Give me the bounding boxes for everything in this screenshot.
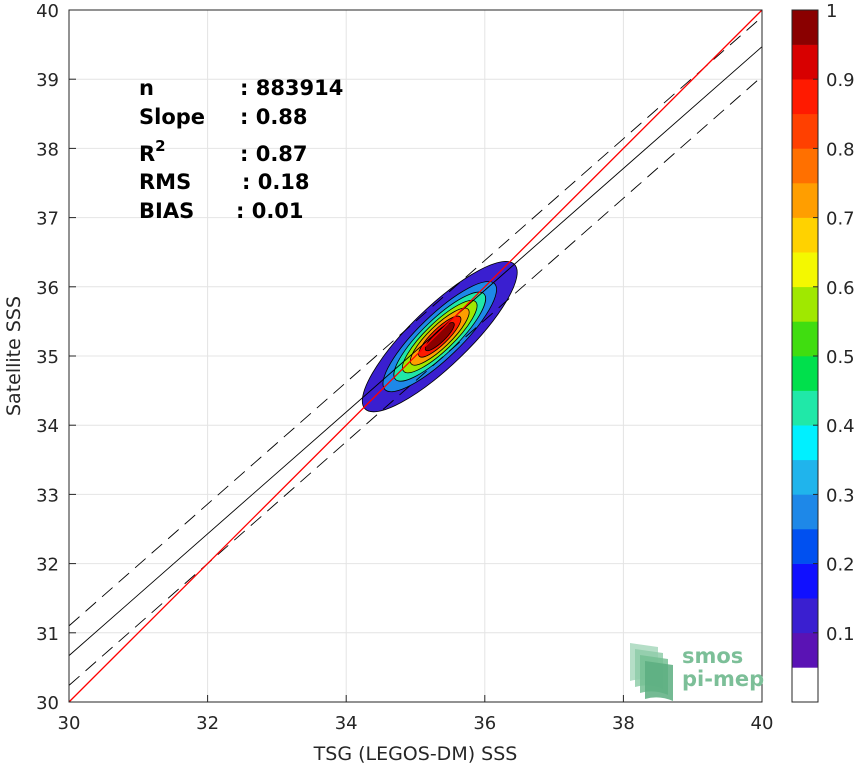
- stats-annotation: n : 883914 Slope : 0.88 R2 : 0.87 RMS : 0.18 BIA…: [139, 76, 343, 223]
- colorbar-tick-label: 0.4: [826, 416, 855, 437]
- colorbar-tick-label: 0.9: [826, 70, 855, 91]
- y-tick-label: 37: [36, 209, 59, 230]
- y-tick-label: 40: [36, 1, 59, 22]
- colorbar-segment: [792, 425, 818, 461]
- colorbar-segment: [792, 321, 818, 357]
- colorbar-tick-label: 0.3: [826, 485, 855, 506]
- logo-text-smos: smos: [682, 644, 743, 668]
- x-tick-label: 38: [612, 713, 635, 734]
- colorbar-tick-label: 0.8: [826, 139, 855, 160]
- y-tick-label: 35: [36, 347, 59, 368]
- colorbar-tick-label: 1: [826, 1, 837, 22]
- logo-wave: [645, 661, 673, 701]
- colorbar-tick-label: 0.7: [826, 209, 855, 230]
- colorbar-segment: [792, 10, 818, 45]
- smos-pimep-logo: smos pi-mep: [630, 643, 764, 701]
- fit-line: [68, 46, 763, 656]
- colorbar-segment: [792, 390, 818, 426]
- one-to-one-line: [68, 9, 763, 703]
- y-tick-label: 38: [36, 139, 59, 160]
- stat-label: Slope: [139, 105, 205, 129]
- y-tick-label: 33: [36, 485, 59, 506]
- stat-superscript: 2: [155, 137, 165, 155]
- colorbar-segment: [792, 563, 818, 599]
- colorbar-segment: [792, 529, 818, 564]
- y-tick-label: 31: [36, 624, 59, 645]
- stat-value: : 0.01: [236, 199, 304, 223]
- colorbar-segment: [792, 113, 818, 149]
- y-tick-label: 34: [36, 416, 59, 437]
- regression-lines: [68, 9, 763, 703]
- x-tick-label: 32: [196, 713, 219, 734]
- colorbar-segment: [792, 148, 818, 184]
- x-axis-label: TSG (LEGOS-DM) SSS: [313, 743, 518, 765]
- y-tick-label: 30: [36, 693, 59, 714]
- colorbar: 0.1 0.2 0.3 0.4 0.5 0.6 0.7 0.8 0.9 1: [791, 1, 855, 703]
- stat-value: : 0.87: [240, 142, 308, 166]
- x-tick-label: 30: [58, 713, 81, 734]
- colorbar-segment: [792, 217, 818, 253]
- colorbar-tick-label: 0.5: [826, 347, 855, 368]
- stat-value: : 0.88: [240, 105, 308, 129]
- y-tick-label: 32: [36, 555, 59, 576]
- colorbar-segment: [792, 79, 818, 115]
- colorbar-segment: [792, 632, 818, 668]
- axis-ticks: 30 32 34 36 38 40 30 31 32 33 34 35 36 37 38 39 40: [36, 1, 773, 734]
- y-axis-label: Satellite SSS: [3, 296, 25, 416]
- y-tick-label: 36: [36, 278, 59, 299]
- colorbar-segment: [792, 598, 818, 634]
- colorbar-tick-label: 0.1: [826, 624, 855, 645]
- logo-text-pimep: pi-mep: [682, 667, 764, 691]
- colorbar-segment: [792, 356, 818, 391]
- logo-mark-icon: [630, 643, 673, 701]
- y-tick-label: 39: [36, 70, 59, 91]
- colorbar-segment: [792, 494, 818, 530]
- colorbar-segment: [792, 286, 818, 322]
- density-contours: [361, 261, 518, 413]
- colorbar-segment: [792, 183, 818, 218]
- colorbar-segment: [792, 44, 818, 80]
- x-tick-label: 34: [335, 713, 358, 734]
- stat-label: BIAS: [139, 199, 194, 223]
- x-tick-label: 40: [751, 713, 774, 734]
- stat-label: n: [139, 76, 154, 100]
- stat-value: : 0.18: [242, 170, 310, 194]
- colorbar-tick-label: 0.2: [826, 555, 855, 576]
- stat-label: RMS: [139, 170, 191, 194]
- stat-value: : 883914: [240, 76, 343, 100]
- stat-label: R2: [139, 137, 166, 166]
- x-tick-label: 36: [473, 713, 496, 734]
- colorbar-tick-label: 0.6: [826, 278, 855, 299]
- colorbar-segment: [792, 252, 818, 288]
- colorbar-segment: [792, 459, 818, 495]
- colorbar-segment: [792, 667, 818, 703]
